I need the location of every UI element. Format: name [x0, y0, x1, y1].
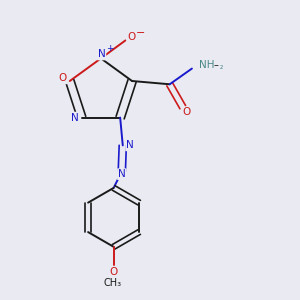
Text: O: O [183, 107, 191, 117]
Text: N: N [126, 140, 134, 150]
Text: O: O [58, 74, 67, 83]
Text: NH: NH [199, 60, 214, 70]
Text: N: N [98, 50, 106, 59]
Text: O: O [110, 267, 118, 277]
Text: +: + [106, 44, 114, 53]
Text: O: O [127, 32, 136, 42]
Text: N: N [118, 169, 126, 179]
Text: –: – [213, 60, 218, 70]
Text: CH₃: CH₃ [104, 278, 122, 288]
Text: N: N [71, 112, 79, 123]
Text: −: − [136, 28, 145, 38]
Text: ₂: ₂ [219, 62, 223, 71]
